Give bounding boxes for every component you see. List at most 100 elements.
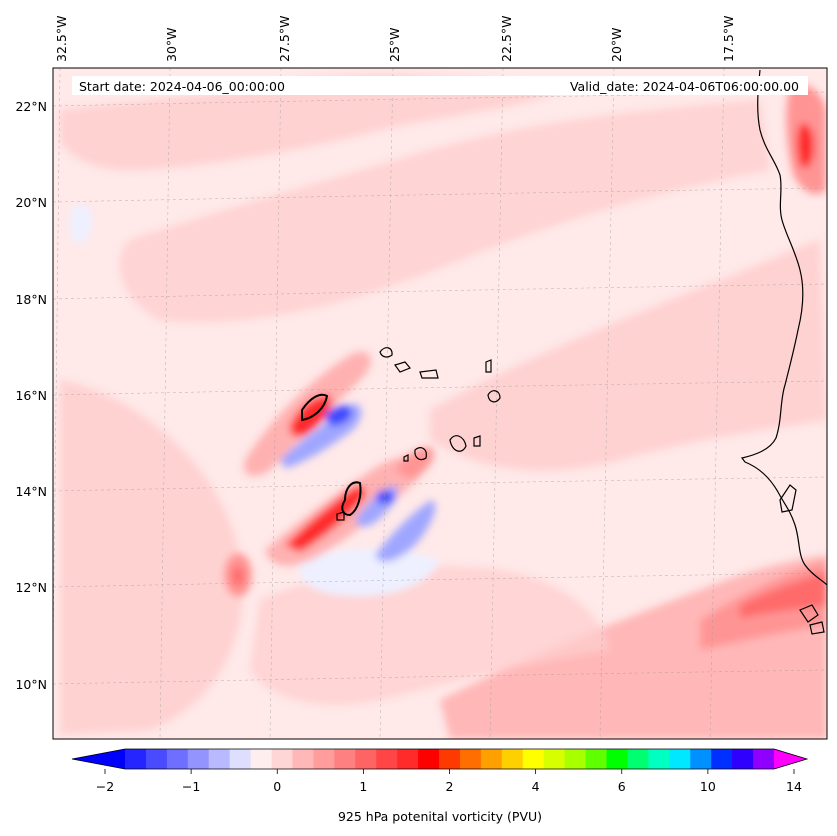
colorbar-cell: [459, 749, 482, 769]
lat-label-14n: 14°N: [15, 484, 47, 499]
colorbar-min-arrow: [72, 749, 125, 769]
lon-label-27-5w: 27.5°W: [277, 16, 292, 62]
lon-label-22-5w: 22.5°W: [499, 16, 514, 62]
island-fogo-brava: [403, 447, 427, 462]
pv-band-lower-west: [60, 380, 243, 735]
colorbar-cell: [334, 749, 356, 769]
colorbar-cell: [522, 749, 545, 769]
colorbar-ticks: −2 −1 0 1 2 4 6 10 14: [96, 769, 802, 794]
lat-label-12n: 12°N: [15, 580, 47, 595]
start-date-label: Start date: 2024-04-06_00:00:00: [79, 79, 285, 94]
colorbar-tick-label: 0: [273, 779, 281, 794]
longitude-labels: 32.5°W 30°W 27.5°W 25°W 22.5°W 20°W 17.5…: [54, 16, 736, 62]
colorbar-cell: [313, 749, 335, 769]
colorbar-tick-label: 10: [700, 779, 716, 794]
lat-label-18n: 18°N: [15, 292, 47, 307]
africa-coastline: [740, 69, 827, 586]
island-maio: [449, 435, 481, 452]
colorbar-cell: [250, 749, 273, 769]
pv-core-southeast: [740, 572, 827, 618]
colorbar-cell: [690, 749, 712, 769]
colorbar-cell: [648, 749, 670, 769]
pv-band-north: [60, 74, 560, 171]
pv-band-central: [120, 100, 770, 322]
colorbar-cell: [355, 749, 377, 769]
map-panel: Start date: 2024-04-06_00:00:00 Valid_da…: [53, 68, 827, 739]
colorbar-tick-label: 1: [359, 779, 367, 794]
island-boa-vista: [487, 390, 501, 403]
coastlines: [301, 69, 827, 635]
lon-label-20w: 20°W: [609, 27, 624, 62]
island-santo-antao: [301, 393, 329, 422]
colorbar-tick-label: −2: [96, 779, 114, 794]
colorbar-cell: [418, 749, 440, 769]
colorbar-cell: [439, 749, 461, 769]
colorbar-cell: [125, 749, 147, 769]
pv-blue-patch-north: [70, 205, 93, 244]
colorbar-cell: [187, 749, 210, 769]
pv-core-northeast: [797, 123, 814, 168]
lon-label-17-5w: 17.5°W: [721, 16, 736, 62]
pv-streamer-lower-red: [285, 486, 366, 552]
colorbar-cell: [376, 749, 398, 769]
lon-label-32-5w: 32.5°W: [54, 16, 69, 62]
colorbar-cell: [145, 749, 168, 769]
colorbar-cells: [125, 749, 775, 769]
island-sal: [485, 359, 492, 373]
map-frame: [52, 67, 828, 740]
colorbar-tick-label: 6: [618, 779, 626, 794]
pv-streamer-upper-red: [289, 395, 332, 437]
pv-streamer-upper-blue-core: [325, 405, 352, 426]
colorbar-cell: [501, 749, 524, 769]
latitude-labels: 22°N 20°N 18°N 16°N 14°N 12°N 10°N: [15, 99, 47, 692]
pv-field: [60, 74, 827, 739]
colorbar-cell: [585, 749, 608, 769]
lon-label-25w: 25°W: [387, 27, 402, 62]
island-sao-nicolau: [394, 361, 439, 379]
colorbar-cell: [166, 749, 189, 769]
colorbar-tick-label: 14: [786, 779, 802, 794]
colorbar-cell: [564, 749, 587, 769]
colorbar-cell: [732, 749, 754, 769]
pv-band-southeast: [440, 555, 827, 739]
colorbar-cell: [753, 749, 775, 769]
lon-label-30w: 30°W: [164, 27, 179, 62]
colorbar-cell: [669, 749, 691, 769]
lat-label-10n: 10°N: [15, 677, 47, 692]
header-box: [72, 76, 808, 95]
colorbar-cell: [606, 749, 629, 769]
island-santiago: [341, 481, 362, 517]
valid-date-label: Valid_date: 2024-04-06T06:00:00.00: [570, 79, 799, 94]
pv-blue-patch-south: [299, 548, 440, 596]
colorbar-cell: [208, 749, 231, 769]
colorbar-cell: [229, 749, 252, 769]
colorbar-tick-label: 4: [532, 779, 540, 794]
colorbar-cell: [480, 749, 503, 769]
lat-label-16n: 16°N: [15, 388, 47, 403]
colorbar-cell: [292, 749, 315, 769]
pv-streamer-lower-blue-2: [375, 500, 436, 562]
island-sao-vicente: [379, 347, 393, 358]
colorbar-tick-label: 2: [446, 779, 454, 794]
pv-band-lower-middle: [250, 566, 610, 705]
colorbar-cell: [271, 749, 294, 769]
island-maio-east: [336, 511, 345, 521]
pv-band-diagonal-east: [430, 240, 827, 471]
coastline-bissagos: [799, 604, 825, 635]
lat-label-20n: 20°N: [15, 195, 47, 210]
colorbar-cell: [397, 749, 419, 769]
colorbar-label: 925 hPa potenital vorticity (PVU): [338, 809, 542, 824]
colorbar-outline: [71, 748, 809, 770]
colorbar-cell: [543, 749, 566, 769]
pv-streamer-lower-blue-core: [376, 490, 394, 504]
coastline-gambia: [779, 484, 797, 513]
colorbar: −2 −1 0 1 2 4 6 10 14 925 hPa potenital vorticit…: [71, 748, 809, 824]
colorbar-tick-label: −1: [182, 779, 200, 794]
colorbar-cell: [711, 749, 733, 769]
graticule: [53, 68, 827, 739]
pv-streamer-lower-pink-east: [395, 447, 434, 480]
colorbar-cell: [627, 749, 649, 769]
colorbar-max-arrow: [774, 749, 807, 769]
pv-blob-west-core: [232, 566, 244, 586]
